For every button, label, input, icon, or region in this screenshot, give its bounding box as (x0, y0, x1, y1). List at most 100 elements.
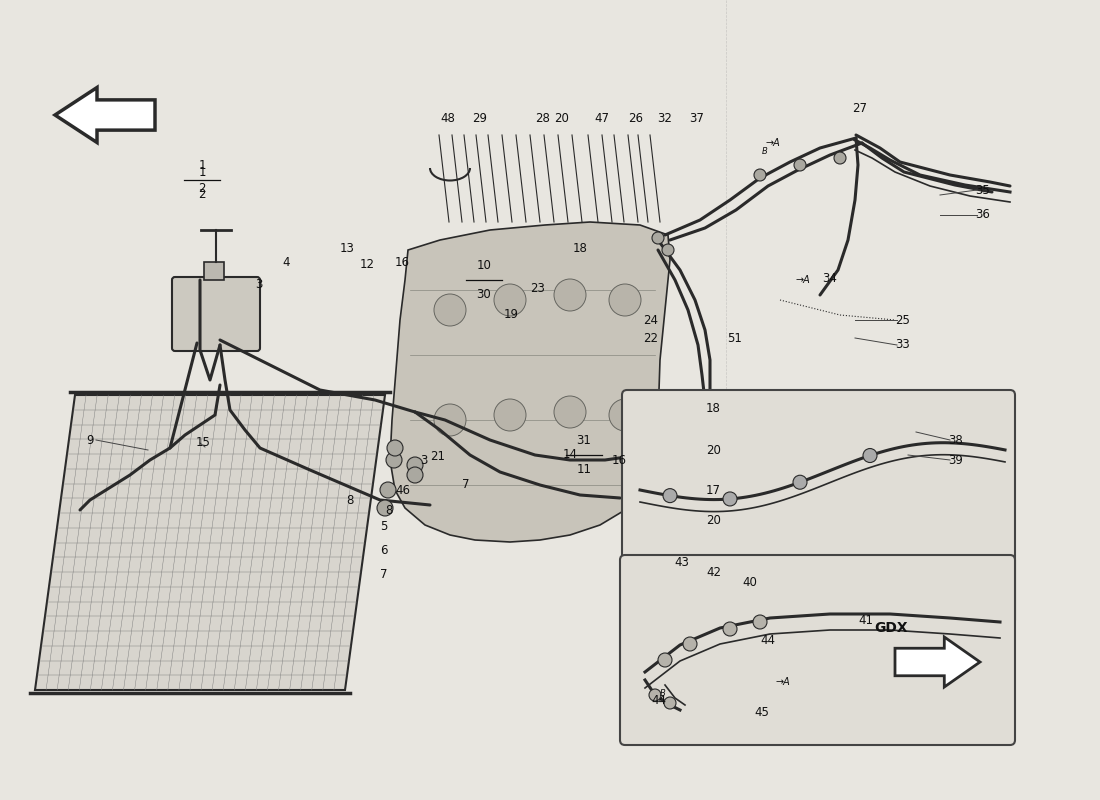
Text: 32: 32 (658, 111, 672, 125)
Text: 4: 4 (282, 257, 289, 270)
Text: 44: 44 (760, 634, 775, 646)
Text: 30: 30 (476, 288, 492, 301)
Circle shape (658, 653, 672, 667)
Circle shape (793, 475, 807, 490)
Circle shape (723, 492, 737, 506)
Bar (204, 262, 223, 280)
Text: 2: 2 (198, 188, 206, 201)
Circle shape (386, 452, 402, 468)
Polygon shape (55, 87, 155, 142)
Circle shape (754, 169, 766, 181)
Circle shape (754, 615, 767, 629)
Circle shape (664, 697, 676, 709)
Text: 35: 35 (975, 183, 990, 197)
Circle shape (434, 404, 466, 436)
Text: 20: 20 (706, 514, 721, 526)
Polygon shape (895, 637, 980, 687)
Text: 12: 12 (360, 258, 374, 271)
Text: 18: 18 (573, 242, 587, 254)
Text: 14: 14 (562, 449, 578, 462)
Text: 1: 1 (198, 166, 206, 179)
Text: 28: 28 (536, 111, 550, 125)
FancyBboxPatch shape (621, 390, 1015, 625)
Text: 44: 44 (651, 694, 666, 706)
Text: 15: 15 (196, 437, 211, 450)
Circle shape (834, 152, 846, 164)
Text: 22: 22 (644, 331, 658, 345)
Text: 9: 9 (87, 434, 94, 446)
Text: 16: 16 (612, 454, 627, 466)
Text: B: B (762, 147, 768, 157)
Circle shape (494, 284, 526, 316)
Circle shape (794, 159, 806, 171)
Circle shape (387, 440, 403, 456)
Text: 46: 46 (395, 483, 410, 497)
Text: 48: 48 (441, 111, 455, 125)
Circle shape (723, 622, 737, 636)
Circle shape (554, 396, 586, 428)
Circle shape (434, 294, 466, 326)
Text: →A: →A (766, 138, 781, 148)
Text: 24: 24 (644, 314, 658, 326)
Text: 5: 5 (379, 521, 387, 534)
Text: →A: →A (776, 677, 790, 687)
Text: 29: 29 (473, 111, 487, 125)
Text: B: B (660, 690, 666, 698)
Text: GDX: GDX (874, 621, 907, 635)
Text: 11: 11 (576, 463, 592, 476)
Circle shape (377, 500, 393, 516)
Polygon shape (390, 222, 670, 542)
Text: 1: 1 (198, 159, 206, 172)
Circle shape (554, 279, 586, 311)
Text: 2: 2 (198, 182, 206, 194)
Text: 17: 17 (706, 483, 721, 497)
FancyBboxPatch shape (620, 555, 1015, 745)
Text: 7: 7 (379, 569, 387, 582)
Text: 26: 26 (628, 111, 643, 125)
Text: 37: 37 (690, 111, 704, 125)
Text: 36: 36 (975, 209, 990, 222)
Text: 19: 19 (504, 309, 519, 322)
Text: 20: 20 (554, 111, 570, 125)
Text: 13: 13 (340, 242, 354, 254)
Text: 10: 10 (476, 259, 492, 272)
Text: 38: 38 (948, 434, 962, 446)
Text: 45: 45 (755, 706, 769, 718)
Text: 34: 34 (822, 271, 837, 285)
Text: 42: 42 (706, 566, 722, 578)
Text: 6: 6 (379, 543, 387, 557)
Circle shape (652, 232, 664, 244)
Text: 8: 8 (346, 494, 353, 506)
Circle shape (494, 399, 526, 431)
Circle shape (609, 284, 641, 316)
Text: 39: 39 (948, 454, 962, 466)
Text: 3: 3 (420, 454, 428, 466)
Text: →A: →A (795, 275, 810, 285)
Text: 3: 3 (255, 278, 263, 291)
Circle shape (662, 244, 674, 256)
FancyBboxPatch shape (172, 277, 260, 351)
Circle shape (379, 482, 396, 498)
Circle shape (649, 689, 661, 701)
Text: 21: 21 (430, 450, 446, 462)
Text: 31: 31 (576, 434, 592, 447)
Polygon shape (35, 395, 385, 690)
Text: 33: 33 (895, 338, 910, 351)
Circle shape (609, 399, 641, 431)
Text: 43: 43 (674, 555, 690, 569)
Circle shape (683, 637, 697, 651)
Text: 7: 7 (462, 478, 470, 491)
Text: 16: 16 (395, 257, 409, 270)
Circle shape (663, 489, 676, 502)
Text: 25: 25 (895, 314, 910, 326)
Text: 18: 18 (706, 402, 721, 414)
Text: 27: 27 (852, 102, 868, 114)
Text: 41: 41 (858, 614, 873, 626)
Text: 40: 40 (742, 575, 758, 589)
Circle shape (407, 457, 424, 473)
Text: 47: 47 (594, 111, 609, 125)
Text: 8: 8 (385, 505, 393, 518)
Text: 23: 23 (530, 282, 544, 294)
Text: 51: 51 (727, 331, 741, 345)
Circle shape (407, 467, 424, 483)
